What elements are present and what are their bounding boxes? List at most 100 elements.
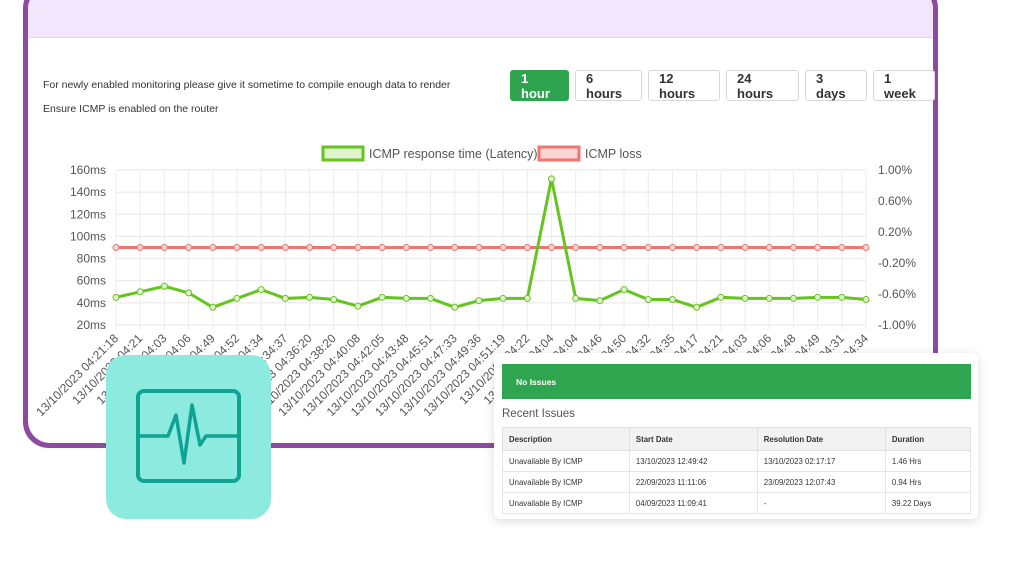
table-cell: 0.94 Hrs <box>884 471 972 493</box>
time-button-3-days[interactable]: 3 days <box>805 70 867 101</box>
table-cell: 22/09/2023 11:11:06 <box>628 471 758 493</box>
table-cell: 13/10/2023 02:17:17 <box>756 450 886 472</box>
loss-point <box>499 244 507 251</box>
y-left-tick-label: 120ms <box>70 207 106 221</box>
y-right-tick-label: -1.00% <box>878 318 916 332</box>
latency-point <box>862 296 870 304</box>
latency-point <box>306 293 314 301</box>
monitor-tile <box>106 355 271 519</box>
no-issues-banner: No Issues <box>502 364 971 399</box>
recent-issues-title: Recent Issues <box>502 408 575 420</box>
issues-card: No Issues Recent Issues Description Start… <box>494 353 978 519</box>
column-header-start-date: Start Date <box>628 427 758 451</box>
y-right-tick-label: -0.20% <box>878 256 916 270</box>
latency-point <box>789 294 797 302</box>
latency-point <box>136 288 144 296</box>
latency-point <box>354 302 362 310</box>
legend-swatch-latency <box>321 145 365 162</box>
loss-point <box>185 244 193 251</box>
latency-point <box>814 293 822 301</box>
y-left-tick-label: 160ms <box>70 163 106 177</box>
y-left-tick-label: 100ms <box>70 229 106 243</box>
table-cell: Unavailable By ICMP <box>502 450 630 472</box>
loss-point <box>306 244 314 251</box>
latency-point <box>160 282 168 290</box>
column-header-resolution-date: Resolution Date <box>756 427 886 451</box>
latency-point <box>741 294 749 302</box>
latency-point <box>257 286 265 294</box>
loss-point <box>668 244 676 251</box>
latency-point <box>547 175 555 183</box>
loss-point <box>257 244 265 251</box>
latency-point <box>644 296 652 304</box>
loss-point <box>330 244 338 251</box>
legend-label-loss: ICMP loss <box>585 147 642 161</box>
latency-point <box>185 289 193 297</box>
table-cell: Unavailable By ICMP <box>502 492 630 514</box>
time-button-1-hour[interactable]: 1 hour <box>510 70 569 101</box>
latency-point <box>378 293 386 301</box>
latency-point <box>402 294 410 302</box>
latency-point <box>596 297 604 305</box>
table-cell: 23/09/2023 12:07:43 <box>756 471 886 493</box>
latency-point <box>112 293 120 301</box>
loss-point <box>620 244 628 251</box>
time-range-selector: 1 hour 6 hours 12 hours 24 hours 3 days 1 wee… <box>510 70 935 101</box>
table-row[interactable]: Unavailable By ICMP 13/10/2023 12:49:42 13… <box>502 450 972 472</box>
loss-point <box>233 244 241 251</box>
latency-point <box>620 286 628 294</box>
table-cell: 13/10/2023 12:49:42 <box>628 450 758 472</box>
loss-point <box>378 244 386 251</box>
loss-point <box>765 244 773 251</box>
loss-point <box>838 244 846 251</box>
loss-point <box>862 244 870 251</box>
loss-point <box>112 244 120 251</box>
legend-swatch-loss <box>537 145 581 162</box>
column-header-description: Description <box>502 427 630 451</box>
loss-point <box>547 244 555 251</box>
y-right-tick-label: 0.60% <box>878 194 912 208</box>
loss-point <box>160 244 168 251</box>
table-row[interactable]: Unavailable By ICMP 22/09/2023 11:11:06 23… <box>502 471 972 493</box>
latency-point <box>281 294 289 302</box>
loss-point <box>402 244 410 251</box>
table-cell: 39.22 Days <box>884 492 972 514</box>
latency-point <box>233 294 241 302</box>
table-cell: - <box>756 492 886 514</box>
column-header-duration: Duration <box>884 427 972 451</box>
table-cell: 04/09/2023 11:09:41 <box>628 492 758 514</box>
loss-point <box>814 244 822 251</box>
loss-point <box>644 244 652 251</box>
loss-point <box>693 244 701 251</box>
loss-point <box>427 244 435 251</box>
loss-point <box>523 244 531 251</box>
table-row[interactable]: Unavailable By ICMP 04/09/2023 11:09:41-3… <box>502 492 972 514</box>
issues-table-header: Description Start Date Resolution Date Dura… <box>502 427 972 451</box>
loss-point <box>717 244 725 251</box>
legend-label-latency: ICMP response time (Latency) <box>369 147 538 161</box>
time-button-24-hours[interactable]: 24 hours <box>726 70 799 101</box>
heartbeat-monitor-icon <box>136 389 241 483</box>
table-cell: Unavailable By ICMP <box>502 471 630 493</box>
loss-point <box>451 244 459 251</box>
latency-point <box>765 294 773 302</box>
latency-point <box>668 296 676 304</box>
loss-point <box>354 244 362 251</box>
table-cell: 1.46 Hrs <box>884 450 972 472</box>
time-button-12-hours[interactable]: 12 hours <box>648 70 720 101</box>
icmp-note: Ensure ICMP is enabled on the router <box>43 103 219 115</box>
loss-point <box>281 244 289 251</box>
latency-point <box>330 296 338 304</box>
time-button-6-hours[interactable]: 6 hours <box>575 70 642 101</box>
loss-point <box>209 244 217 251</box>
loss-point <box>741 244 749 251</box>
issues-table: Description Start Date Resolution Date Dura… <box>502 427 972 514</box>
y-left-tick-label: 80ms <box>77 252 106 266</box>
time-button-1-week[interactable]: 1 week <box>873 70 935 101</box>
y-right-tick-label: 0.20% <box>878 225 912 239</box>
loss-point <box>789 244 797 251</box>
latency-point <box>499 294 507 302</box>
loss-point <box>475 244 483 251</box>
monitoring-note: For newly enabled monitoring please give… <box>43 79 451 91</box>
loss-point <box>136 244 144 251</box>
